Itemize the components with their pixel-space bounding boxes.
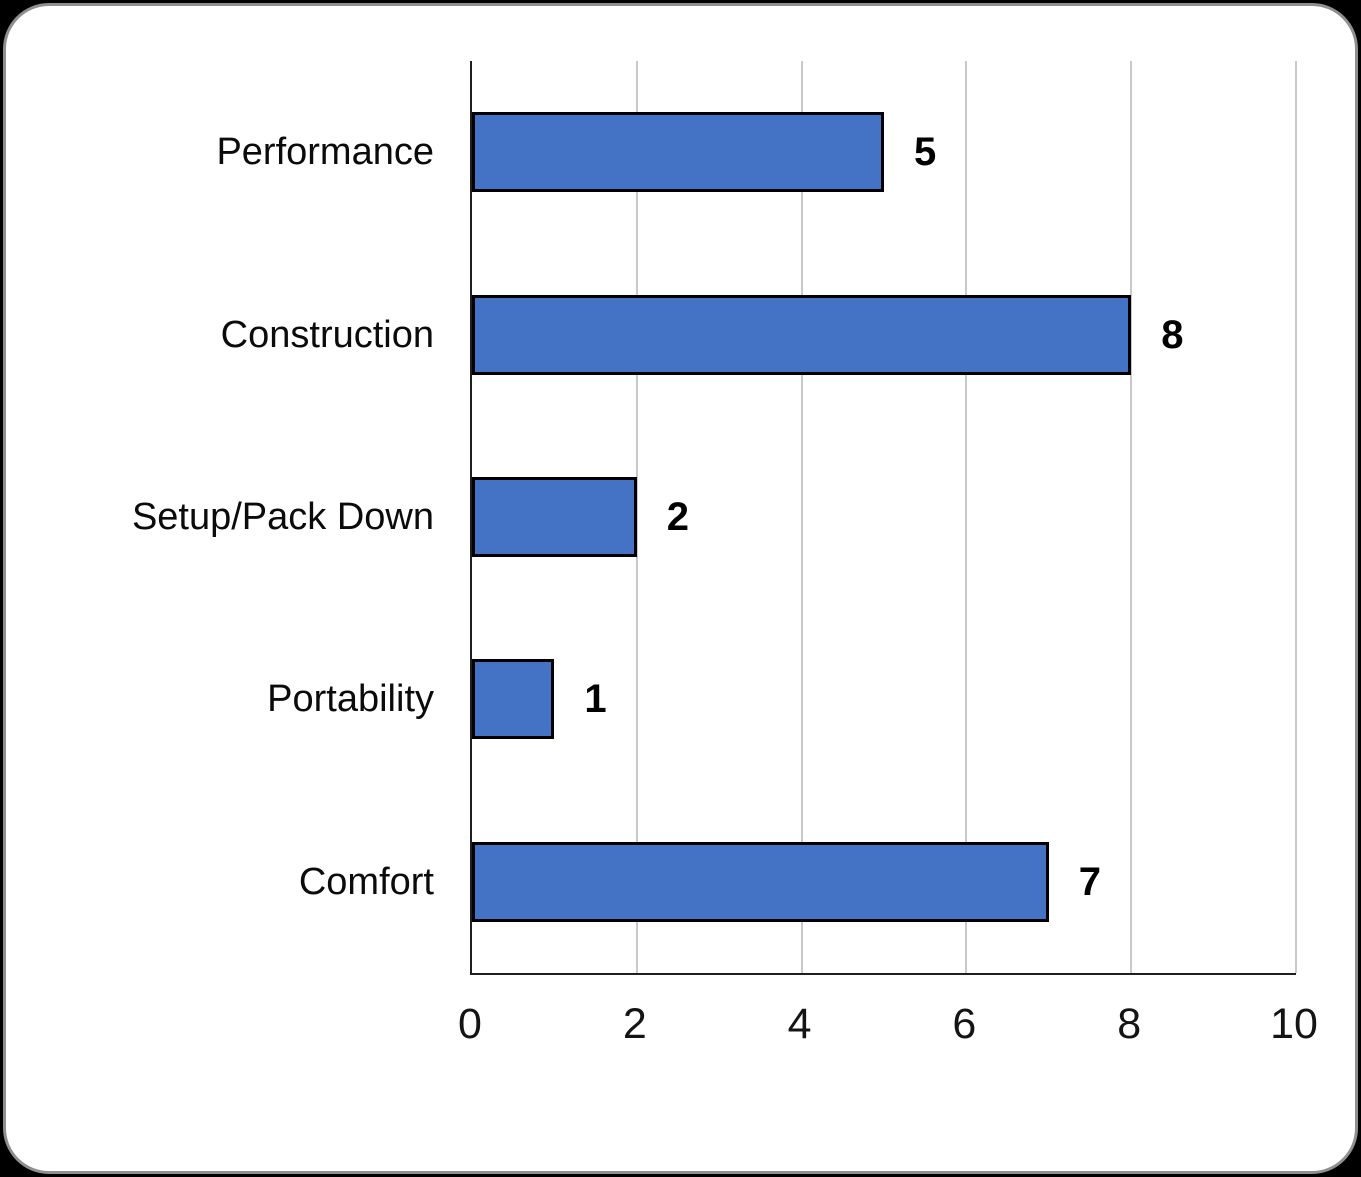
plot-area: 5 8 2 1 7 [470, 61, 1297, 975]
gridline [800, 61, 803, 973]
x-tick-label: 8 [1117, 1000, 1142, 1048]
x-tick-label: 4 [787, 1000, 812, 1048]
bar [472, 659, 555, 740]
category-label: Setup/Pack Down [131, 496, 434, 538]
gridline [1130, 61, 1133, 973]
chart-card: 5 8 2 1 7 Performance Construction Setup/Pack … [3, 3, 1358, 1174]
value-label: 1 [584, 677, 607, 722]
value-label: 2 [666, 495, 690, 539]
bar [472, 112, 884, 193]
value-label: 8 [1161, 312, 1184, 357]
category-label: Portability [267, 678, 434, 721]
gridline [965, 61, 968, 973]
x-tick-label: 10 [1270, 1000, 1318, 1048]
category-label: Comfort [298, 860, 434, 903]
x-tick-label: 6 [952, 1000, 977, 1048]
x-tick-label: 0 [458, 1000, 482, 1048]
value-label: 7 [1078, 859, 1102, 904]
category-label: Construction [220, 313, 434, 356]
x-tick-label: 2 [622, 1000, 647, 1048]
value-label: 5 [914, 130, 937, 175]
gridline [1295, 61, 1297, 973]
category-label: Performance [216, 131, 434, 174]
gridline [635, 61, 638, 973]
bar [472, 294, 1132, 375]
bar [472, 477, 637, 557]
bar [472, 841, 1049, 922]
category-axis-labels: Performance Construction Setup/Pack Down Po… [6, 61, 434, 973]
x-axis-tick-labels: 0 2 4 6 8 10 [458, 996, 1318, 1056]
